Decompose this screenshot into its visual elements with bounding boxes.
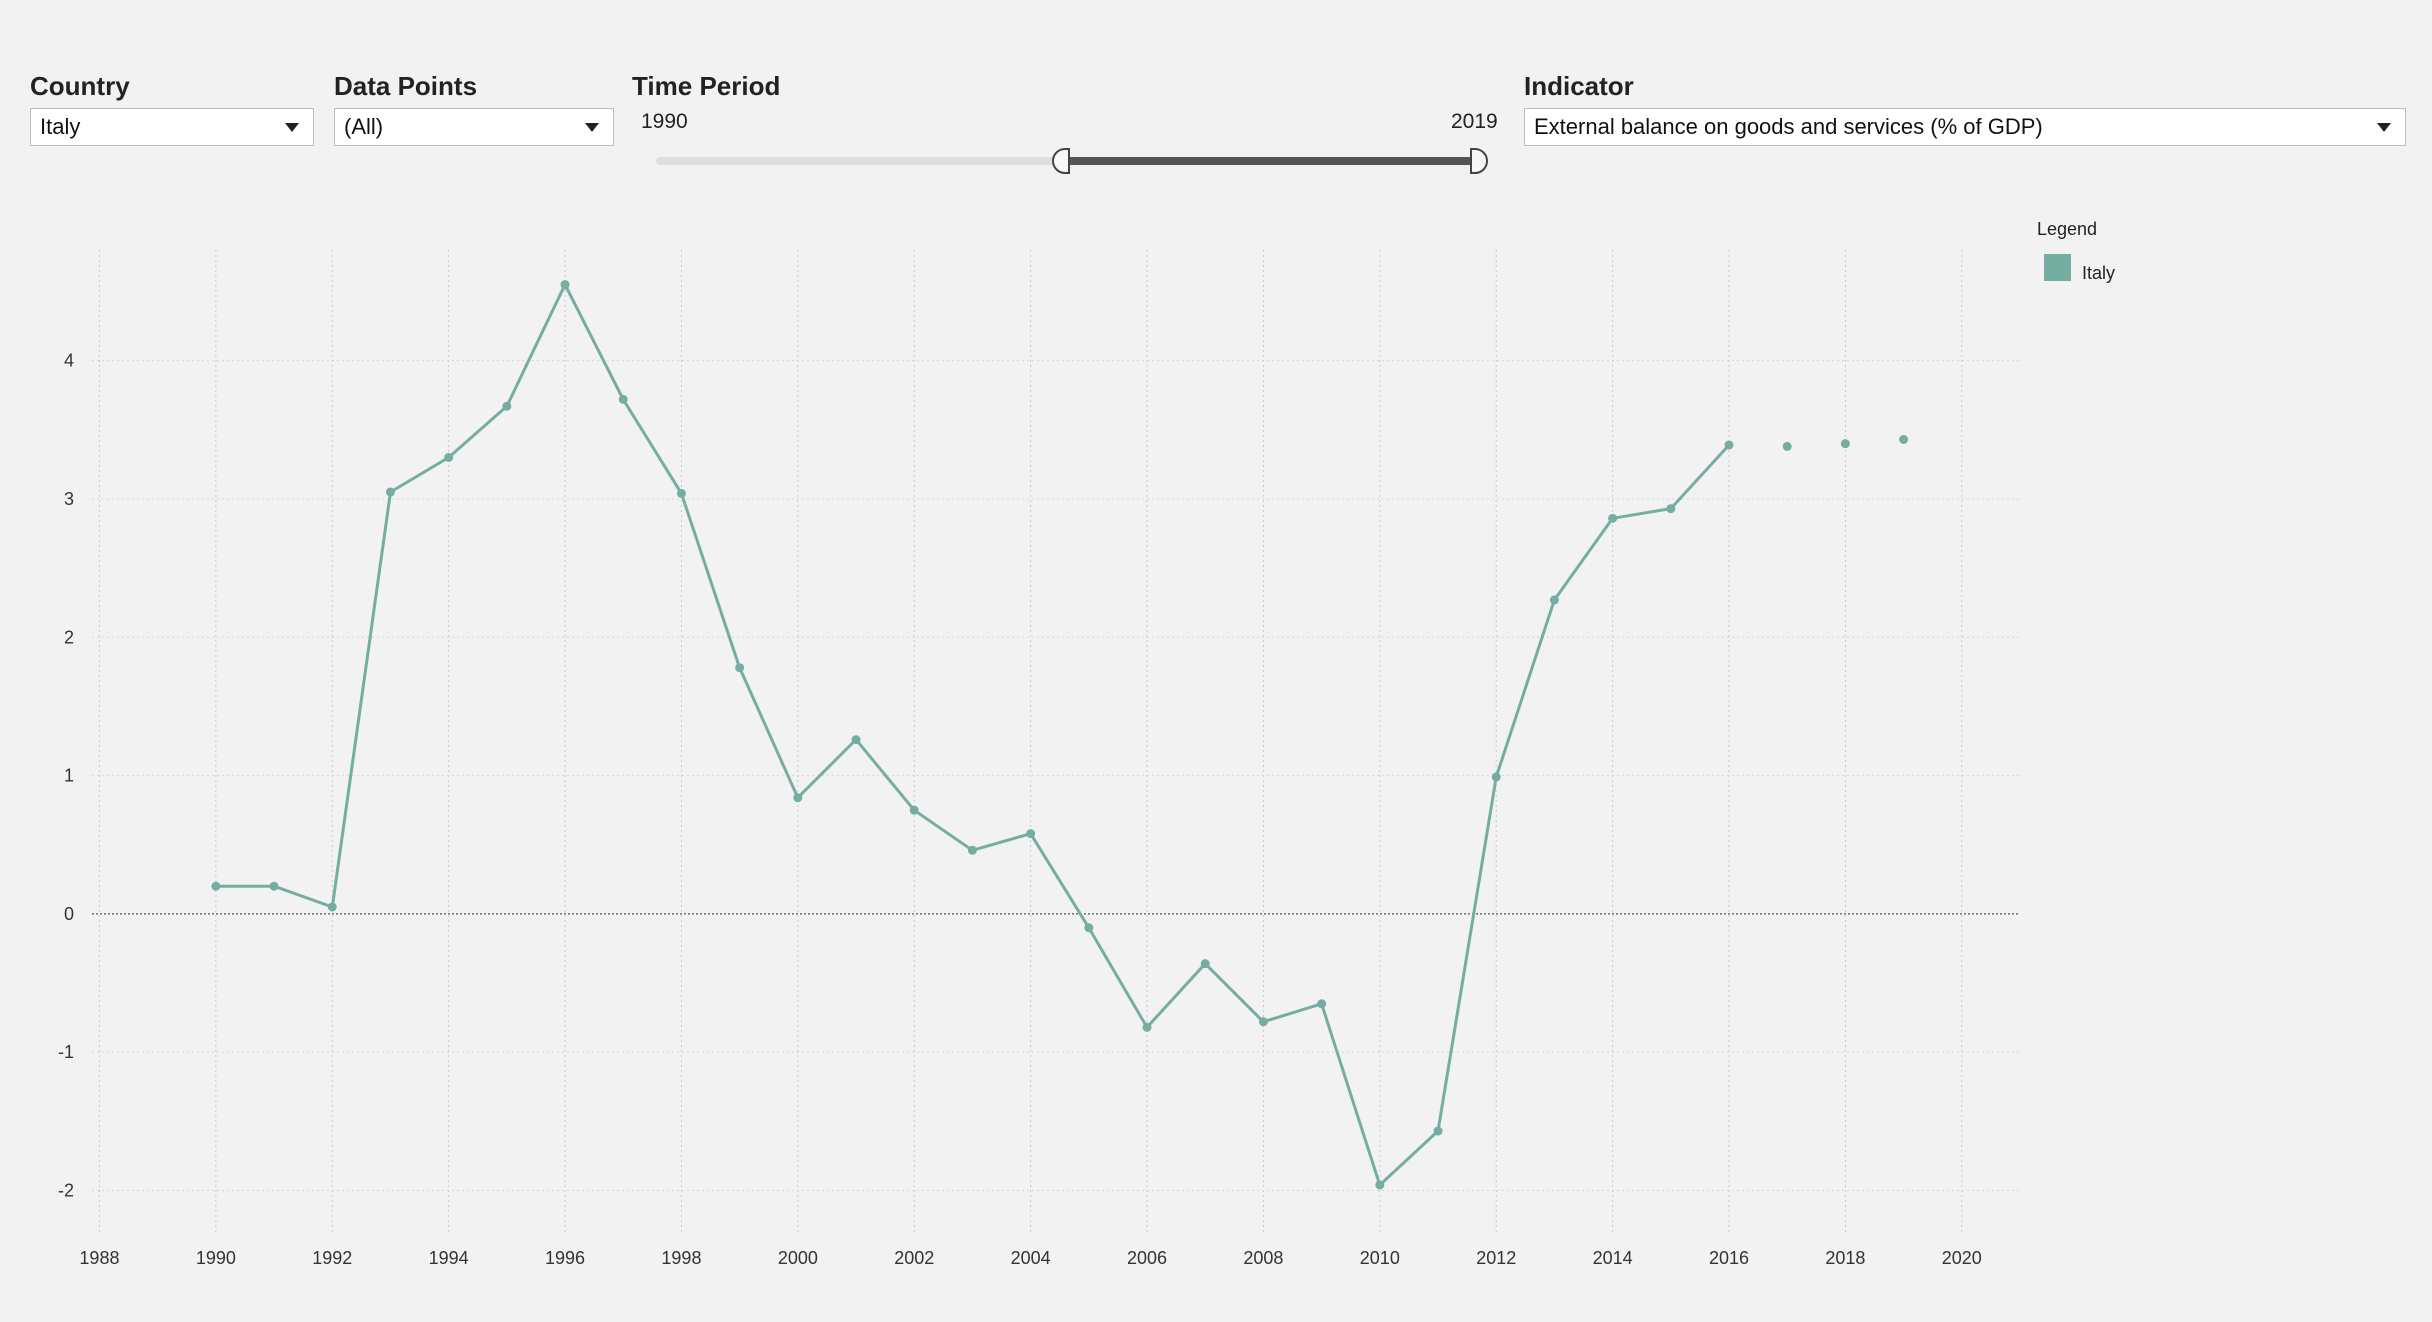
data-point[interactable] — [1840, 439, 1850, 449]
y-tick-label: 3 — [64, 489, 74, 509]
time-period-start: 1990 — [641, 110, 688, 133]
data-point[interactable] — [1782, 441, 1792, 451]
time-period-label: Time Period — [632, 71, 781, 101]
country-dropdown[interactable]: Italy — [30, 108, 314, 146]
data-point[interactable] — [327, 902, 337, 912]
chevron-down-icon — [285, 123, 299, 132]
x-tick-label: 2000 — [778, 1248, 818, 1268]
chevron-down-icon — [585, 123, 599, 132]
indicator-dropdown[interactable]: External balance on goods and services (… — [1524, 108, 2406, 146]
x-tick-label: 2018 — [1825, 1248, 1865, 1268]
data-point[interactable] — [1142, 1022, 1152, 1032]
data-point[interactable] — [502, 401, 512, 411]
x-tick-label: 2004 — [1011, 1248, 1051, 1268]
y-tick-label: 1 — [64, 766, 74, 786]
time-slider-end-handle[interactable] — [1470, 148, 1488, 174]
legend-label-italy: Italy — [2082, 263, 2116, 283]
x-tick-label: 1994 — [429, 1248, 469, 1268]
x-tick-label: 2014 — [1593, 1248, 1633, 1268]
data-point[interactable] — [851, 735, 861, 745]
x-tick-label: 2006 — [1127, 1248, 1167, 1268]
data-points-value: (All) — [344, 114, 384, 139]
time-period-filter: Time Period — [632, 70, 1492, 108]
data-points-label: Data Points — [334, 71, 478, 101]
x-tick-label: 2008 — [1243, 1248, 1283, 1268]
x-tick-label: 1990 — [196, 1248, 236, 1268]
country-label: Country — [30, 71, 130, 101]
data-point[interactable] — [560, 280, 570, 290]
x-tick-label: 1998 — [661, 1248, 701, 1268]
country-value: Italy — [40, 114, 81, 139]
y-tick-label: -2 — [58, 1181, 74, 1201]
data-point[interactable] — [1258, 1017, 1268, 1027]
time-slider-selected-range — [1063, 157, 1478, 165]
indicator-label: Indicator — [1524, 71, 1634, 101]
data-point[interactable] — [1899, 434, 1909, 444]
data-point[interactable] — [676, 488, 686, 498]
data-point[interactable] — [1200, 959, 1210, 969]
legend-swatch-italy[interactable] — [2044, 254, 2071, 281]
x-tick-label: 1992 — [312, 1248, 352, 1268]
data-point[interactable] — [1491, 772, 1501, 782]
data-point[interactable] — [1666, 504, 1676, 514]
data-point[interactable] — [1084, 923, 1094, 933]
data-point[interactable] — [618, 394, 628, 404]
data-point[interactable] — [1549, 595, 1559, 605]
y-tick-label: 4 — [64, 351, 74, 371]
x-tick-label: 1996 — [545, 1248, 585, 1268]
y-tick-label: 0 — [64, 904, 74, 924]
time-period-end: 2019 — [1451, 110, 1498, 133]
data-point[interactable] — [269, 881, 279, 891]
data-point[interactable] — [1317, 999, 1327, 1009]
y-tick-label: -1 — [58, 1042, 74, 1062]
indicator-value: External balance on goods and services (… — [1534, 114, 2043, 139]
data-point[interactable] — [1608, 513, 1618, 523]
legend-title: Legend — [2037, 219, 2098, 239]
data-points-filter: Data Points (All) — [334, 70, 614, 146]
series-line-italy — [215, 283, 1731, 1187]
data-point[interactable] — [1026, 829, 1036, 839]
time-slider-start-handle[interactable] — [1052, 148, 1070, 174]
indicator-filter: Indicator External balance on goods and … — [1524, 70, 2406, 146]
data-point[interactable] — [735, 663, 745, 673]
data-point[interactable] — [967, 845, 977, 855]
x-tick-label: 2002 — [894, 1248, 934, 1268]
y-tick-label: 2 — [64, 627, 74, 647]
data-points-dropdown[interactable]: (All) — [334, 108, 614, 146]
data-point[interactable] — [1433, 1126, 1443, 1136]
x-tick-label: 2020 — [1942, 1248, 1982, 1268]
x-tick-label: 2016 — [1709, 1248, 1749, 1268]
x-tick-label: 1988 — [79, 1248, 119, 1268]
data-point[interactable] — [793, 793, 803, 803]
country-filter: Country Italy — [30, 70, 314, 146]
data-point[interactable] — [444, 452, 454, 462]
data-point[interactable] — [211, 881, 221, 891]
data-point[interactable] — [909, 805, 919, 815]
data-point[interactable] — [385, 487, 395, 497]
data-point[interactable] — [1724, 440, 1734, 450]
x-tick-label: 2012 — [1476, 1248, 1516, 1268]
data-point[interactable] — [1375, 1180, 1385, 1190]
x-tick-label: 2010 — [1360, 1248, 1400, 1268]
chevron-down-icon — [2377, 123, 2391, 132]
